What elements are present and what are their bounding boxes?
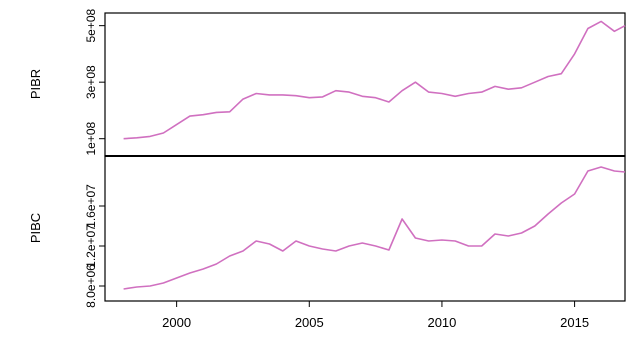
y-axis-title-pibr: PIBR — [28, 69, 43, 99]
x-tick-label-2: 2010 — [427, 315, 456, 330]
series-group-pibr — [123, 20, 626, 140]
y-axis-pibr: 1e+08 3e+08 5e+08 — [84, 8, 105, 156]
x-axis: 2000 2005 2010 2015 — [162, 301, 589, 330]
y-tick-label-pibr-2: 5e+08 — [84, 8, 98, 42]
y-axis-pibc: 8.0e+061.2e+071.6e+07 — [84, 184, 105, 308]
y-tick-label-pibc-1: 1.2e+07 — [84, 224, 98, 268]
series-line-pibr — [123, 20, 626, 140]
y-axis-title-pibc: PIBC — [28, 213, 43, 243]
panel-frame-pibr — [104, 12, 626, 157]
y-tick-label-pibc-0: 8.0e+06 — [84, 264, 98, 308]
panel-frame-pibc — [104, 155, 626, 302]
y-tick-label-pibc-2: 1.6e+07 — [84, 184, 98, 228]
x-tick-label-1: 2005 — [295, 315, 324, 330]
y-tick-label-pibr-0: 1e+08 — [84, 122, 98, 156]
series-group-pibc — [123, 166, 626, 290]
x-tick-label-3: 2015 — [560, 315, 589, 330]
y-tick-label-pibr-1: 3e+08 — [84, 65, 98, 99]
x-tick-label-0: 2000 — [162, 315, 191, 330]
series-line-pibc — [123, 166, 626, 290]
